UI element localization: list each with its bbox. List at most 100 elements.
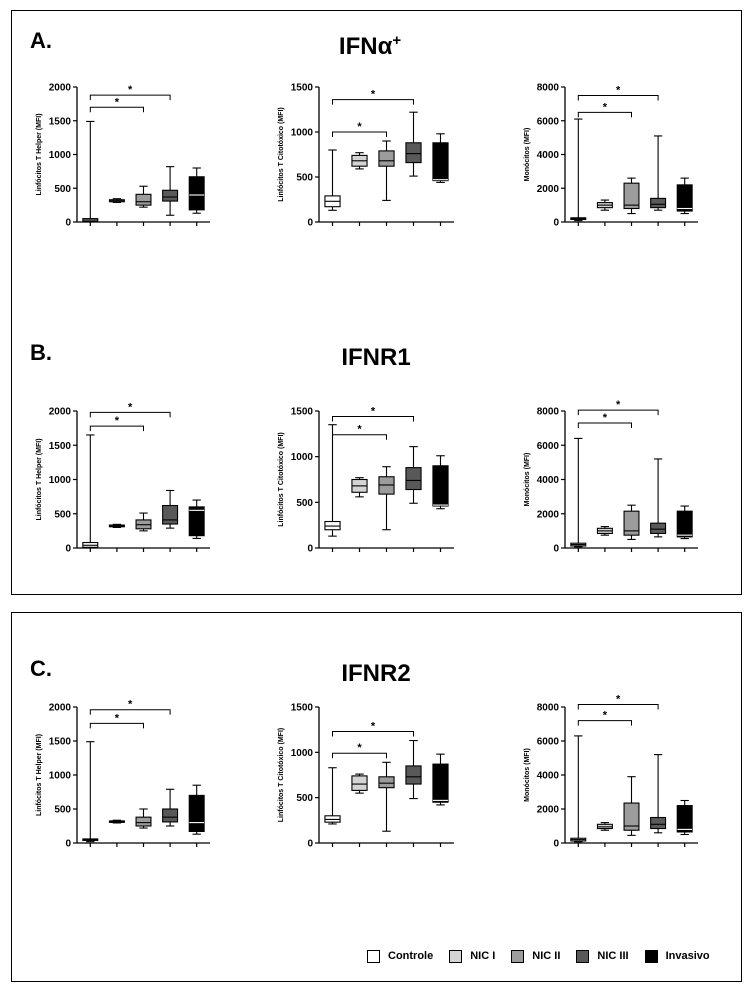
box-iqr (188, 176, 205, 211)
significance-star: * (128, 84, 133, 96)
significance-star: * (603, 710, 608, 722)
y-axis-label: Linfócitos T Helper (MFI) (36, 113, 43, 195)
legend-item-nic-i: NIC I (449, 949, 495, 963)
significance-bracket: * (577, 412, 632, 428)
box-nic-iii (650, 754, 667, 834)
box-iqr (650, 522, 667, 534)
box-controle (82, 434, 99, 549)
panel-frame-c (11, 612, 742, 982)
significance-bracket: * (332, 121, 387, 137)
box-nic-iii (162, 489, 179, 529)
box-iqr (432, 465, 449, 507)
significance-bracket: * (89, 401, 171, 418)
significance-bracket: * (577, 710, 632, 726)
box-invasivo (432, 753, 449, 806)
significance-bracket: * (89, 712, 144, 729)
y-tick-label: 4000 (537, 771, 560, 782)
box-nic-iii (405, 446, 422, 504)
legend-label: NIC III (597, 950, 629, 962)
y-tick-label: 1500 (49, 116, 72, 127)
significance-star: * (371, 720, 376, 732)
box-iqr (162, 808, 179, 823)
y-tick-label: 0 (65, 839, 71, 850)
legend-item-invasivo: Invasivo (644, 949, 710, 963)
box-nic-ii (135, 808, 152, 829)
box-nic-ii (623, 177, 640, 215)
legend-item-nic-iii: NIC III (576, 949, 629, 963)
y-tick-label: 0 (553, 218, 559, 229)
box-iqr (432, 763, 449, 803)
box-iqr (623, 802, 640, 831)
y-tick-label: 0 (307, 218, 313, 229)
significance-star: * (603, 412, 608, 424)
y-tick-label: 2000 (49, 407, 72, 418)
box-nic-iii (162, 166, 179, 216)
box-iqr (676, 184, 693, 212)
boxplot-b-monocytes: 0 2000 4000 6000 8000 Monócitos (MFI) * * (524, 399, 698, 555)
legend-swatch-invasivo (644, 949, 658, 963)
box-iqr (135, 193, 152, 206)
significance-star: * (616, 399, 621, 411)
y-axis-label: Linfócitos T Helper (MFI) (36, 438, 43, 520)
significance-star: * (371, 405, 376, 417)
box-controle (570, 118, 587, 222)
box-iqr (162, 189, 179, 202)
box-invasivo (188, 167, 205, 214)
y-tick-label: 1000 (49, 475, 72, 486)
boxplot-c-monocytes: 0 2000 4000 6000 8000 Monócitos (MFI) * * (524, 693, 698, 850)
bracket-line (332, 131, 387, 137)
significance-bracket: * (577, 84, 659, 101)
box-invasivo (676, 799, 693, 836)
y-tick-label: 2000 (49, 703, 72, 714)
box-iqr (188, 506, 205, 537)
y-tick-label: 4000 (537, 475, 560, 486)
y-tick-label: 8000 (537, 407, 560, 418)
y-tick-label: 1000 (291, 128, 314, 139)
y-tick-label: 0 (553, 544, 559, 555)
box-nic-ii (623, 504, 640, 540)
y-tick-label: 4000 (537, 150, 560, 161)
panel-frame-ab (11, 10, 742, 595)
legend-item-controle: Controle (367, 949, 433, 963)
box-controle (570, 735, 587, 843)
box-nic-i (596, 822, 613, 831)
significance-star: * (616, 693, 621, 705)
significance-bracket: * (89, 96, 144, 113)
box-controle (324, 767, 341, 825)
legend-swatch-controle (367, 949, 380, 963)
y-axis-label: Monócitos (MFI) (524, 128, 531, 182)
box-nic-ii (623, 776, 640, 836)
y-axis-label: Monócitos (MFI) (524, 453, 531, 507)
y-axis-label: Linfócitos T Helper (MFI) (36, 734, 43, 816)
box-controle (324, 149, 341, 211)
y-tick-label: 500 (296, 173, 313, 184)
y-tick-label: 2000 (537, 509, 560, 520)
y-tick-label: 1000 (49, 150, 72, 161)
box-nic-iii (650, 458, 667, 538)
y-tick-label: 0 (65, 218, 71, 229)
panel-letter-a: A. (30, 28, 52, 53)
bracket-line (577, 111, 632, 118)
bracket-line (332, 730, 414, 737)
significance-star: * (357, 742, 362, 754)
box-nic-i (351, 477, 368, 498)
significance-bracket: * (577, 399, 659, 416)
bracket-line (577, 409, 659, 416)
box-controle (324, 424, 341, 537)
significance-bracket: * (577, 693, 659, 710)
significance-star: * (371, 89, 376, 101)
bracket-line (577, 422, 632, 428)
box-nic-iii (162, 788, 179, 827)
legend-label: NIC II (532, 950, 561, 962)
box-nic-iii (650, 135, 667, 211)
y-tick-label: 1500 (49, 737, 72, 748)
y-tick-label: 8000 (537, 703, 560, 714)
panel-title-a-sup: + (392, 32, 402, 49)
box-nic-ii (378, 466, 395, 531)
legend-swatch-nic-ii (511, 949, 525, 963)
y-tick-label: 0 (65, 544, 71, 555)
significance-star: * (128, 699, 133, 711)
panel-letter-b: B. (30, 340, 52, 365)
box-nic-i (108, 198, 125, 203)
bracket-line (89, 425, 144, 432)
